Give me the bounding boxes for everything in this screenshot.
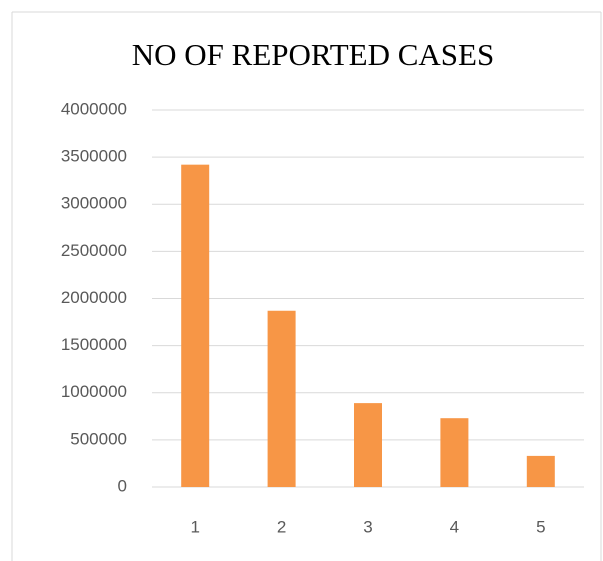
- bar: [526, 455, 555, 487]
- bar: [440, 418, 469, 487]
- chart-title: NO OF REPORTED CASES: [132, 37, 494, 72]
- bar: [267, 310, 296, 487]
- y-tick-label: 3000000: [61, 194, 127, 213]
- x-tick-label: 2: [277, 517, 286, 536]
- y-tick-label: 4000000: [61, 99, 127, 118]
- y-tick-label: 0: [118, 476, 127, 495]
- bar: [181, 164, 210, 488]
- x-tick-label: 1: [190, 517, 199, 536]
- y-tick-label: 2000000: [61, 288, 127, 307]
- bar: [354, 403, 382, 487]
- y-tick-label: 2500000: [61, 241, 127, 260]
- y-tick-label: 500000: [70, 429, 127, 448]
- x-tick-label: 5: [536, 517, 545, 536]
- y-tick-label: 1500000: [61, 335, 127, 354]
- y-tick-label: 3500000: [61, 147, 127, 166]
- x-tick-label: 3: [363, 517, 372, 536]
- y-tick-label: 1000000: [61, 382, 127, 401]
- x-tick-label: 4: [450, 517, 459, 536]
